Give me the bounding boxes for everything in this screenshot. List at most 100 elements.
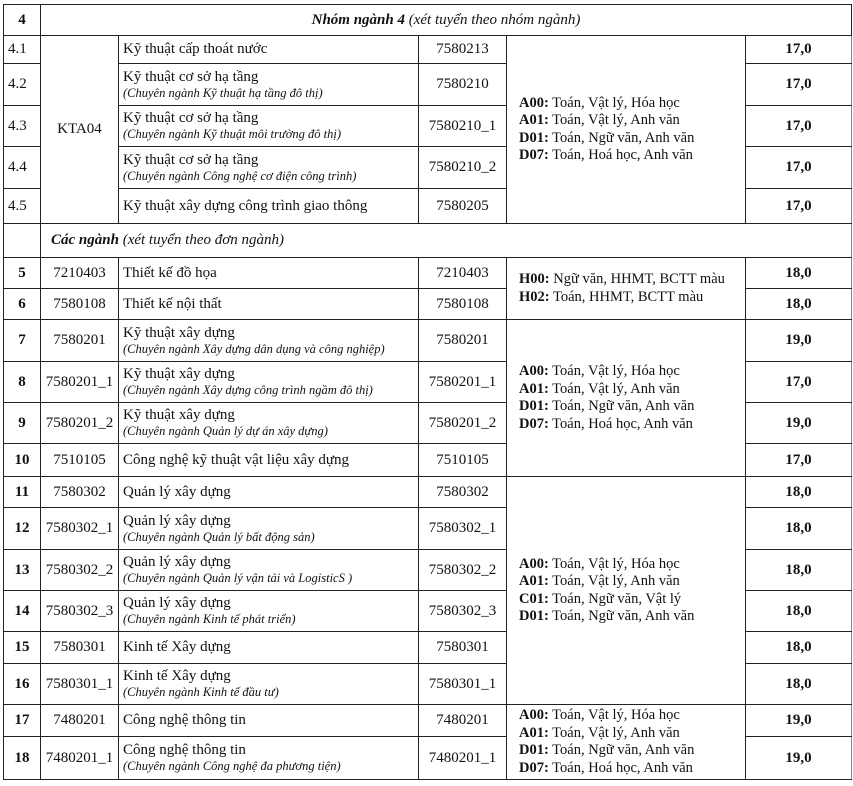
combination: A00: Toán, Vật lý, Hóa học xyxy=(519,707,741,725)
major-code: 7580301_1 xyxy=(418,663,507,705)
major-name-cell: Công nghệ thông tin xyxy=(118,704,419,737)
combination-subjects: Toán, Vật lý, Hóa học xyxy=(548,363,680,379)
combination-code: D01: xyxy=(519,742,549,758)
combination: D01: Toán, Ngữ văn, Anh văn xyxy=(519,130,741,148)
major-name-cell: Kỹ thuật xây dựng (Chuyên ngành Xây dựng … xyxy=(118,361,419,403)
combination-subjects: Toán, HHMT, BCTT màu xyxy=(549,288,704,305)
admission-score: 19,0 xyxy=(744,319,853,362)
group-title: Nhóm ngành 4 (xét tuyển theo nhóm ngành) xyxy=(39,4,853,36)
major-code: 7580302 xyxy=(418,476,507,508)
major-name: Thiết kế đồ họa xyxy=(123,264,217,281)
specialization: (Chuyên ngành Kỹ thuật hạ tầng đô thị) xyxy=(123,85,323,100)
program-code: 7580302_2 xyxy=(40,549,119,591)
admission-score: 17,0 xyxy=(744,35,853,64)
subject-combinations: A00: Toán, Vật lý, Hóa học A01: Toán, Vật… xyxy=(506,35,746,224)
combination: C01: Toán, Ngữ văn, Vật lý xyxy=(519,591,741,609)
row-number: 4.4 xyxy=(3,146,41,189)
section-title-note: (xét tuyển theo đơn ngành) xyxy=(118,232,284,248)
specialization: (Chuyên ngành Quản lý bất động sản) xyxy=(123,529,315,544)
admission-score: 18,0 xyxy=(744,631,853,664)
table-row: 4.5 Kỹ thuật xây dựng công trình giao thô… xyxy=(3,188,853,224)
combination-code: D01: xyxy=(519,398,549,414)
empty-cell xyxy=(3,223,41,258)
major-code: 7480201_1 xyxy=(418,736,507,780)
table-row: 17 7480201 Công nghệ thông tin 7480201 A00: … xyxy=(3,704,853,780)
combination: D07: Toán, Hoá học, Anh văn xyxy=(519,760,741,778)
major-name: Thiết kế nội thất xyxy=(123,295,222,312)
combination-code: A01: xyxy=(519,573,549,589)
combination-code: A01: xyxy=(519,112,549,128)
combination-subjects: Toán, Vật lý, Hóa học xyxy=(548,707,680,723)
admission-score: 18,0 xyxy=(744,476,853,508)
admission-score: 17,0 xyxy=(744,105,853,147)
group-header-row: 4 Nhóm ngành 4 (xét tuyển theo nhóm ngành… xyxy=(3,4,853,36)
combination-code: D07: xyxy=(519,415,549,432)
admission-score: 18,0 xyxy=(744,257,853,289)
row-number: 13 xyxy=(3,549,41,591)
row-number: 5 xyxy=(3,257,41,289)
admission-scores-table: 4 Nhóm ngành 4 (xét tuyển theo nhóm ngành… xyxy=(3,4,853,780)
specialization: (Chuyên ngành Công nghệ đa phương tiện) xyxy=(123,759,341,773)
combination-subjects: Toán, Ngữ văn, Vật lý xyxy=(548,590,682,607)
subject-combinations: A00: Toán, Vật lý, Hóa học A01: Toán, Vật… xyxy=(506,476,746,705)
combination: D01: Toán, Ngữ văn, Anh văn xyxy=(519,398,741,416)
major-name: Công nghệ kỹ thuật vật liệu xây dựng xyxy=(123,451,350,468)
major-name: Công nghệ thông tin xyxy=(123,712,246,728)
combination-code: A00: xyxy=(519,94,549,111)
combination-code: A00: xyxy=(519,363,549,379)
program-code: 7480201_1 xyxy=(40,736,119,780)
program-code: 7580201_1 xyxy=(40,361,119,403)
table-row: 4.1 KTA04 Kỹ thuật cấp thoát nước 7580213 A0… xyxy=(3,35,853,224)
admission-score: 18,0 xyxy=(744,590,853,632)
group-code: KTA04 xyxy=(40,35,119,224)
combination-subjects: Toán, Vật lý, Hóa học xyxy=(548,94,680,111)
specialization: (Chuyên ngành Kinh tế phát triển) xyxy=(123,612,296,626)
program-code: 7580201_2 xyxy=(40,402,119,444)
row-number: 12 xyxy=(3,507,41,550)
major-name: Kinh tế Xây dựng xyxy=(123,639,231,655)
table-row: 12 7580302_1 Quản lý xây dựng (Chuyên ngành… xyxy=(3,507,853,550)
major-name-cell: Kỹ thuật xây dựng (Chuyên ngành Xây dựng … xyxy=(118,319,419,362)
program-code: 7580108 xyxy=(40,288,119,320)
row-number: 14 xyxy=(3,590,41,632)
major-name: Quản lý xây dựng xyxy=(123,512,231,529)
row-number: 18 xyxy=(3,736,41,780)
row-number: 4.3 xyxy=(3,105,41,147)
major-name: Kỹ thuật xây dựng xyxy=(123,366,235,382)
row-number: 7 xyxy=(3,319,41,362)
table-row: 14 7580302_3 Quản lý xây dựng (Chuyên ngành… xyxy=(3,590,853,632)
combination-subjects: Toán, Hoá học, Anh văn xyxy=(548,415,693,432)
specialization: (Chuyên ngành Công nghệ cơ điện công trì… xyxy=(123,168,357,183)
combination-subjects: Toán, Vật lý, Anh văn xyxy=(548,573,680,589)
major-name: Kỹ thuật cơ sở hạ tầng xyxy=(123,151,259,168)
program-code: 7580301_1 xyxy=(40,663,119,705)
major-name-cell: Kinh tế Xây dựng (Chuyên ngành Kinh tế đầ… xyxy=(118,663,419,705)
major-name: Công nghệ thông tin xyxy=(123,742,246,758)
major-name: Quản lý xây dựng xyxy=(123,483,231,500)
table-row: 7 7580201 Kỹ thuật xây dựng (Chuyên ngành X… xyxy=(3,319,853,477)
row-number: 4.2 xyxy=(3,63,41,106)
row-number: 15 xyxy=(3,631,41,664)
combination: D01: Toán, Ngữ văn, Anh văn xyxy=(519,608,741,626)
admission-score: 18,0 xyxy=(744,663,853,705)
row-number: 6 xyxy=(3,288,41,320)
combination: A01: Toán, Vật lý, Anh văn xyxy=(519,112,741,130)
row-number: 8 xyxy=(3,361,41,403)
specialization: (Chuyên ngành Xây dựng dân dụng và công … xyxy=(123,341,385,356)
admission-score: 17,0 xyxy=(744,146,853,189)
major-code: 7580302_3 xyxy=(418,590,507,632)
row-number: 17 xyxy=(3,704,41,737)
major-name-cell: Thiết kế nội thất xyxy=(118,288,419,320)
major-name-cell: Công nghệ thông tin (Chuyên ngành Công ng… xyxy=(118,736,419,780)
major-name-cell: Kỹ thuật cơ sở hạ tầng (Chuyên ngành Kỹ t… xyxy=(118,63,419,106)
major-code: 7580205 xyxy=(418,188,507,224)
major-name-cell: Kỹ thuật xây dựng công trình giao thông xyxy=(118,188,419,224)
combination-subjects: Toán, Ngữ văn, Anh văn xyxy=(548,129,695,146)
major-name: Kỹ thuật cơ sở hạ tầng xyxy=(123,110,259,126)
major-code: 7580201_2 xyxy=(418,402,507,444)
specialization: (Chuyên ngành Quản lý vận tải và Logisti… xyxy=(123,571,353,585)
table-row: 6 7580108 Thiết kế nội thất 7580108 18,0 xyxy=(3,288,853,320)
table-row: 9 7580201_2 Kỹ thuật xây dựng (Chuyên ngành… xyxy=(3,402,853,444)
program-code: 7480201 xyxy=(40,704,119,737)
combination-code: C01: xyxy=(519,590,549,607)
